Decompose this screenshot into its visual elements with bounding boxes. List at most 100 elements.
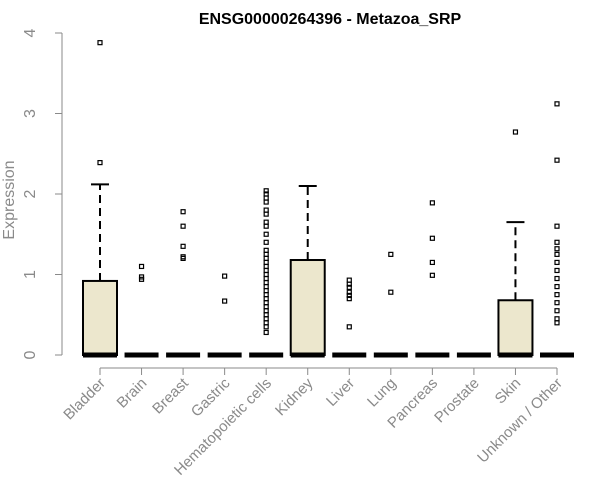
outlier-point: [263, 304, 269, 310]
outlier-point: [263, 292, 269, 298]
outlier-point: [554, 316, 560, 322]
outlier-point: [263, 316, 269, 322]
outlier-point: [554, 320, 560, 326]
outlier-point: [429, 235, 435, 241]
box-group: [415, 200, 450, 358]
outlier-point: [346, 292, 352, 299]
y-tick-label: 1: [22, 270, 39, 279]
outlier-point: [554, 308, 560, 314]
outlier-point: [554, 267, 560, 274]
x-tick-label: Kidney: [272, 374, 317, 419]
outlier-point: [554, 157, 560, 163]
outlier-point: [180, 209, 186, 215]
outlier-point: [263, 275, 269, 282]
outlier-point: [346, 289, 352, 295]
outlier-point: [222, 298, 228, 304]
box-group: [373, 251, 408, 358]
box-group: [166, 209, 201, 358]
x-tick-label: Brain: [114, 375, 151, 412]
box-rect: [289, 259, 326, 357]
outlier-point: [263, 211, 269, 217]
outlier-point: [554, 275, 560, 282]
outlier-point: [263, 320, 269, 326]
outlier-point: [263, 223, 269, 229]
outlier-point: [263, 324, 269, 330]
box-group: [540, 101, 574, 358]
box-group: [124, 263, 159, 358]
outlier-point: [180, 223, 186, 229]
box-group: [497, 129, 534, 358]
box-series: [82, 40, 574, 358]
box-rect: [497, 299, 534, 357]
box-group: [289, 184, 326, 358]
x-tick-label: Prostate: [431, 375, 483, 427]
outlier-point: [138, 263, 145, 270]
outlier-point: [554, 292, 560, 298]
outlier-point: [263, 263, 269, 270]
outlier-point: [263, 271, 269, 278]
outlier-point: [429, 259, 435, 266]
y-tick-label: 3: [22, 109, 39, 118]
outlier-point: [263, 255, 269, 261]
outlier-point: [263, 259, 269, 266]
outlier-point: [263, 283, 269, 290]
outlier-point: [263, 207, 269, 213]
outlier-point: [263, 195, 269, 201]
outlier-point: [263, 267, 269, 274]
outlier-point: [512, 129, 519, 135]
outlier-point: [429, 200, 435, 206]
outlier-point: [346, 296, 352, 302]
outlier-point: [263, 288, 269, 294]
outlier-point: [554, 223, 560, 229]
outlier-point: [346, 277, 352, 283]
outlier-point: [263, 279, 269, 286]
box-group: [249, 188, 284, 358]
outlier-point: [263, 191, 269, 197]
box-group: [207, 273, 242, 358]
chart-title: ENSG00000264396 - Metazoa_SRP: [199, 11, 462, 28]
x-tick-label: Liver: [323, 375, 358, 410]
outlier-point: [388, 289, 394, 295]
x-tick-label: Lung: [364, 375, 400, 411]
outlier-point: [554, 300, 560, 306]
x-tick-label: Skin: [492, 375, 525, 408]
outlier-point: [138, 274, 145, 280]
outlier-point: [554, 259, 560, 266]
outlier-point: [263, 219, 269, 225]
y-tick-label: 2: [22, 189, 39, 198]
x-tick-label: Bladder: [60, 375, 109, 424]
outlier-point: [263, 300, 269, 306]
outlier-point: [554, 246, 560, 252]
y-tick-label: 4: [22, 28, 39, 37]
outlier-point: [554, 239, 560, 245]
y-axis: 0 1 2 3 4: [22, 28, 63, 359]
outlier-point: [554, 101, 560, 107]
outlier-point: [263, 231, 269, 237]
outlier-point: [263, 312, 269, 318]
outlier-point: [180, 243, 186, 249]
outlier-point: [97, 160, 103, 166]
outlier-point: [263, 251, 269, 257]
outlier-point: [263, 329, 269, 336]
y-tick-label: 0: [22, 350, 39, 359]
outlier-point: [222, 273, 228, 279]
outlier-point: [554, 251, 560, 257]
outlier-point: [263, 199, 269, 205]
outlier-point: [346, 324, 352, 330]
box-rect: [82, 279, 118, 356]
outlier-point: [180, 254, 186, 260]
box-group: [82, 40, 118, 358]
outlier-point: [263, 239, 269, 245]
x-tick-label: Breast: [149, 374, 192, 417]
outlier-point: [263, 308, 269, 314]
y-axis-label: Expression: [1, 160, 18, 239]
outlier-point: [554, 283, 560, 290]
outlier-point: [263, 296, 269, 302]
outlier-point: [263, 247, 269, 253]
box-group: [332, 277, 367, 358]
outlier-point: [97, 40, 103, 46]
outlier-point: [388, 251, 394, 257]
